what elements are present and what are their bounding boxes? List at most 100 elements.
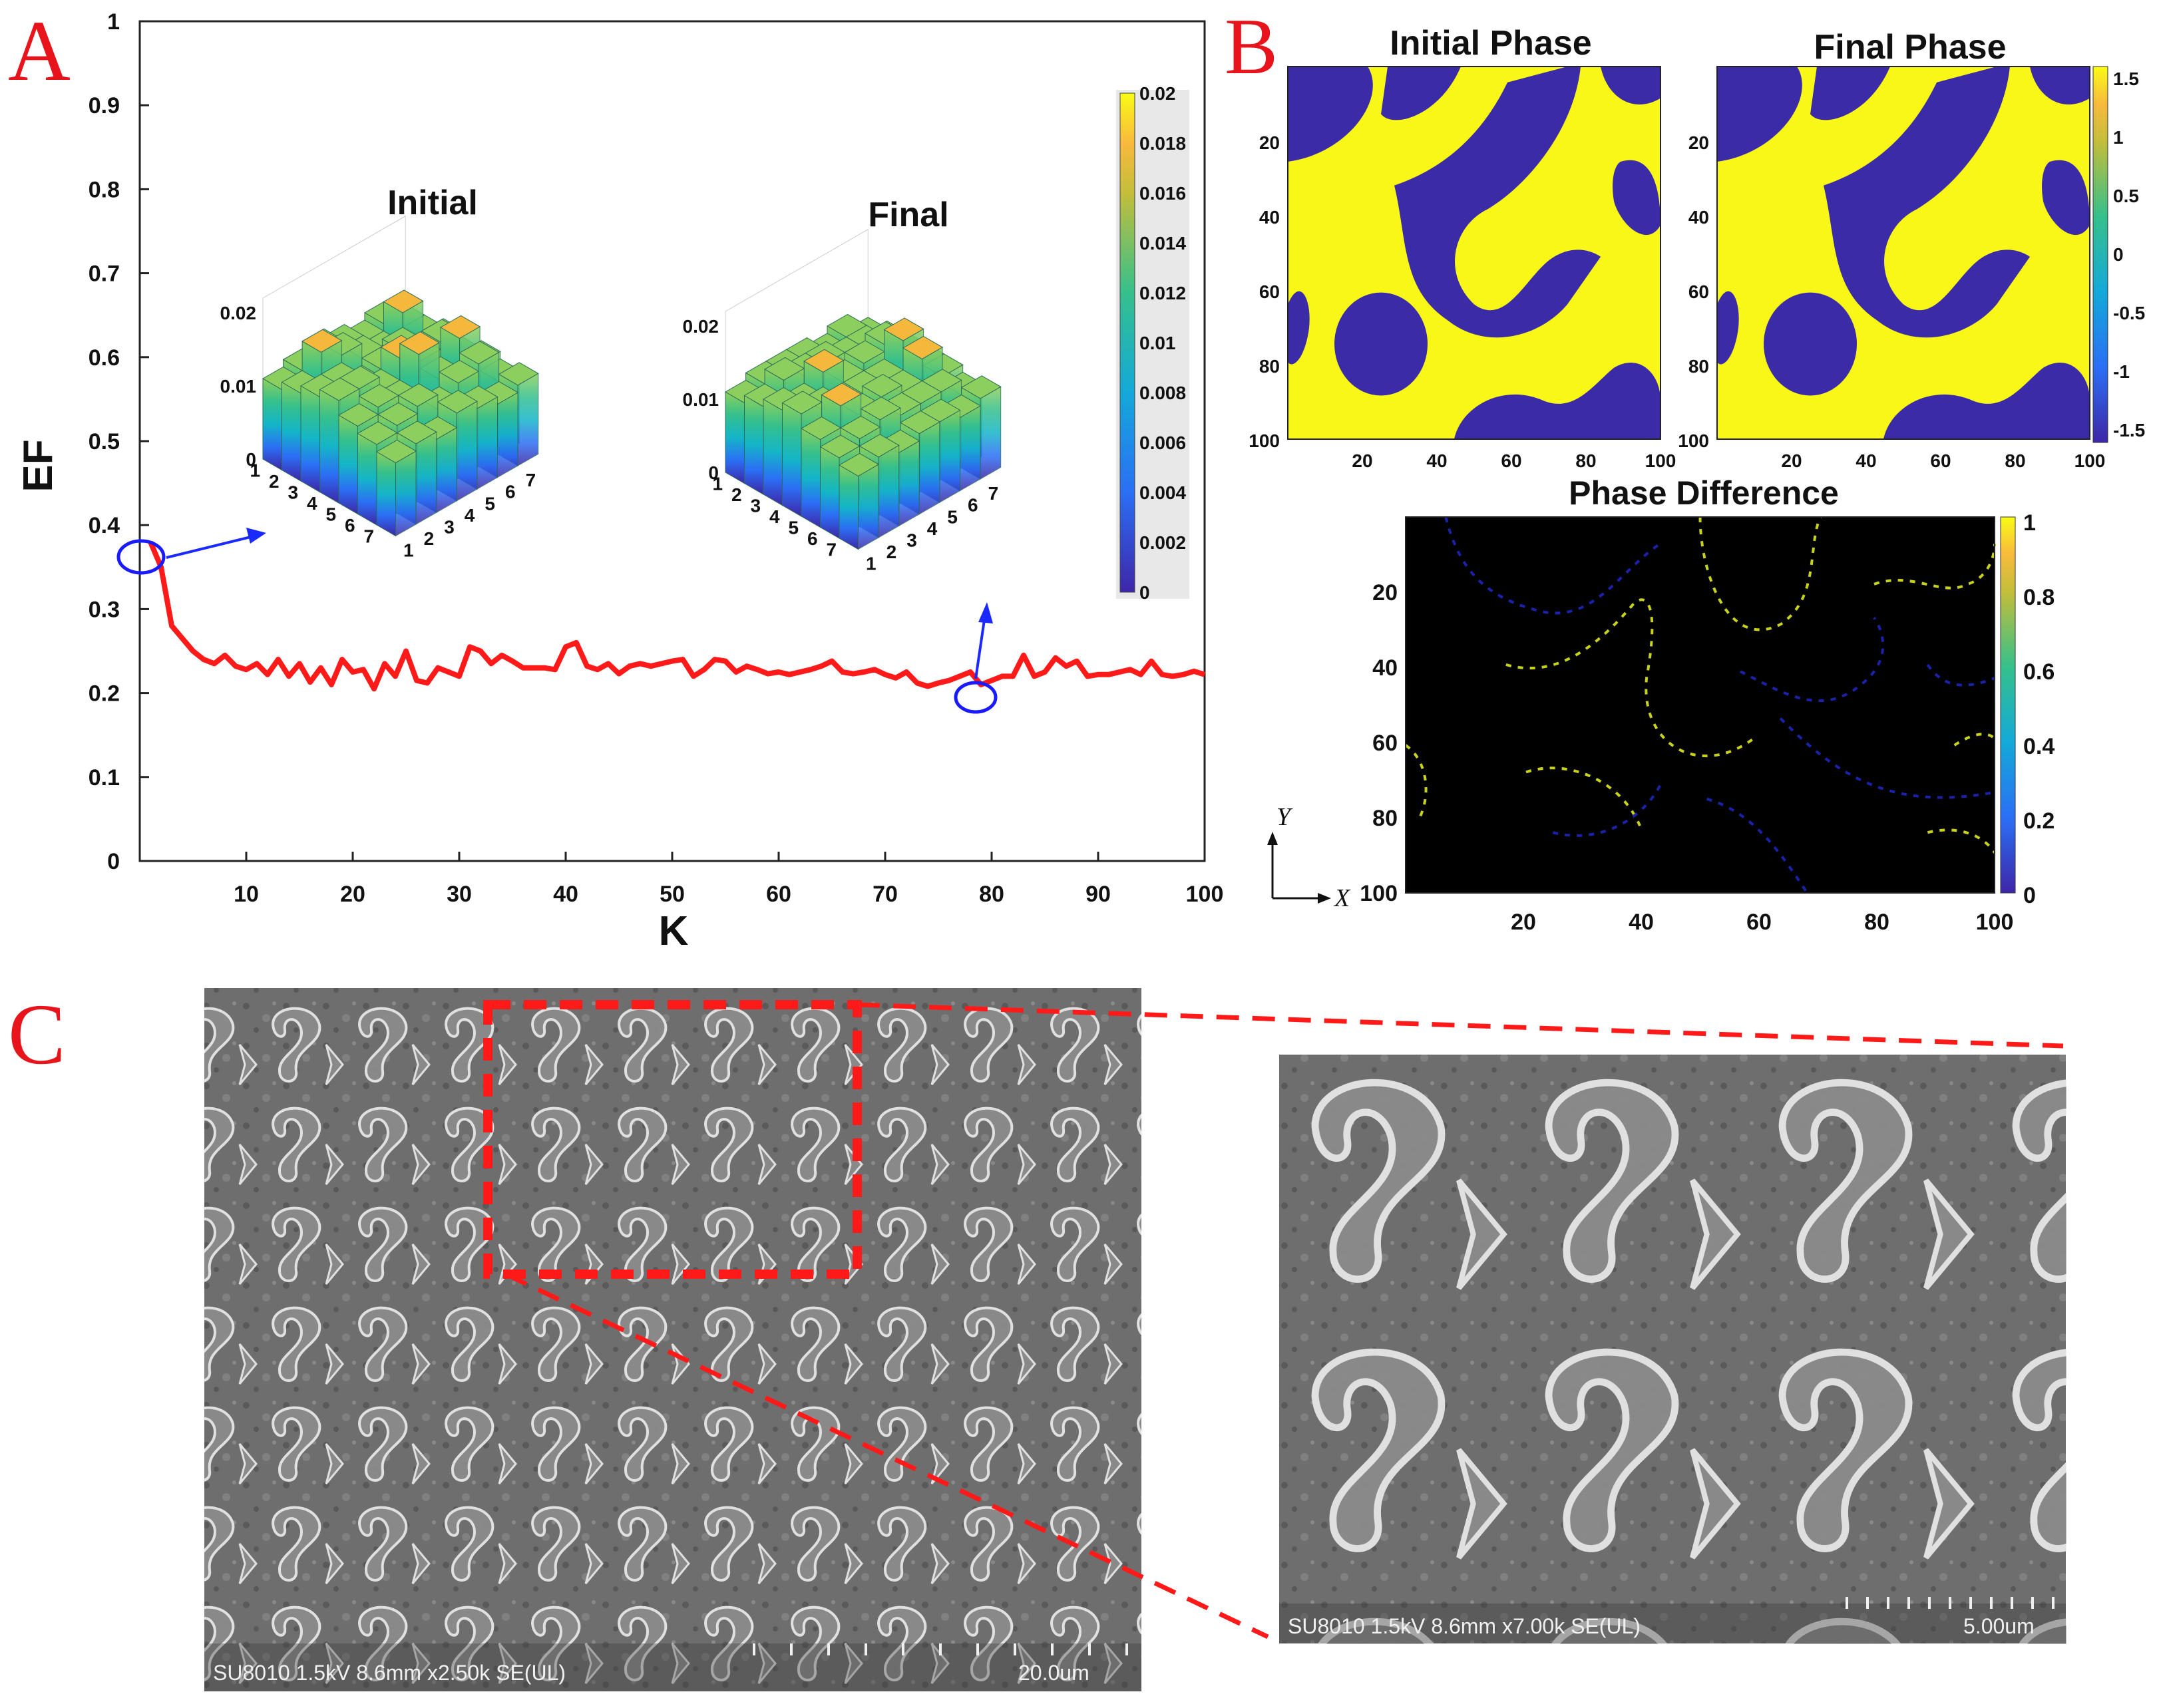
phase-frame xyxy=(1287,66,1661,440)
bar-front xyxy=(300,385,320,493)
bar-side xyxy=(858,464,879,550)
phase-region xyxy=(1764,292,1857,396)
phase-frame xyxy=(1716,66,2090,440)
z-tick-label: 0.02 xyxy=(683,316,719,337)
map-x-tick-label: 60 xyxy=(1501,450,1521,471)
phase-region xyxy=(1883,363,2090,439)
x-tick-label: 20 xyxy=(340,882,365,907)
x-tick-label: 40 xyxy=(553,882,578,907)
bar-top xyxy=(800,416,842,440)
bar-front xyxy=(282,381,301,482)
phase-region xyxy=(2042,160,2090,236)
bar-front xyxy=(839,464,859,550)
sem-image-right: SU8010 1.5kV 8.6mm x7.00k SE(UL) 5.00um xyxy=(1279,1055,2066,1644)
map-x-tick-label: 100 xyxy=(1645,450,1676,471)
difference-colorbar-ticks: 1 0.8 0.6 0.4 0.2 0 xyxy=(2023,510,2055,908)
bar xyxy=(838,452,880,550)
colorbar-a-tick: 0.018 xyxy=(1139,133,1186,154)
colorbar-a-ticks: 0.02 0.018 0.016 0.014 0.012 0.01 0.008 0.006 0.… xyxy=(1139,83,1186,603)
z-tick-label: 0.02 xyxy=(220,303,257,323)
column-tick-label: 3 xyxy=(444,517,455,538)
difference-edge xyxy=(1706,797,1809,894)
difference-edge xyxy=(1927,828,1996,854)
row-tick-label: 7 xyxy=(826,539,837,560)
phase-region xyxy=(1621,383,1661,439)
phase-region xyxy=(2050,383,2090,439)
bar-top xyxy=(821,383,862,407)
sem-left-scalebar xyxy=(753,1643,1128,1655)
phase-region xyxy=(2030,67,2090,105)
bar-top xyxy=(838,452,880,477)
bar-front xyxy=(820,446,840,539)
column-tick-label: 3 xyxy=(906,530,917,551)
final-title: Final xyxy=(868,196,948,234)
xy-axes-glyph: Y X xyxy=(1267,803,1351,912)
bar-front xyxy=(725,391,745,484)
bar-side xyxy=(517,373,539,466)
phase-colorbar-ticks: 1.5 1 0.5 0 -0.5 -1 -1.5 xyxy=(2113,69,2145,440)
row-tick-label: 7 xyxy=(363,526,374,546)
map-x-tick-label: 80 xyxy=(1575,450,1596,471)
row-tick-label: 1 xyxy=(712,473,723,494)
phase-region xyxy=(1601,67,1661,105)
row-tick-label: 5 xyxy=(788,517,799,538)
colorbar-a-tick: 0.002 xyxy=(1139,532,1186,553)
final-arrow xyxy=(974,615,986,679)
bar-side xyxy=(436,427,457,514)
map-x-tick-label: 60 xyxy=(1746,910,1772,935)
bar-top xyxy=(781,391,823,415)
bar-top xyxy=(459,341,500,365)
bar-side xyxy=(477,396,498,490)
difference-edge xyxy=(1739,617,1885,703)
bar-front xyxy=(376,451,396,537)
difference-colorbar-tick: 0 xyxy=(2023,883,2036,908)
bar-front xyxy=(782,402,802,517)
bar-top xyxy=(883,317,924,341)
row-tick-label: 4 xyxy=(769,506,780,527)
map-y-tick-label: 60 xyxy=(1372,731,1398,756)
phase-region xyxy=(1394,67,1601,338)
y-axis-letter: Y xyxy=(1276,803,1293,831)
phase-colorbar-tick: 0 xyxy=(2113,244,2124,265)
x-tick-label: 100 xyxy=(1186,882,1224,907)
map-x-tick-label: 40 xyxy=(1426,450,1447,471)
colorbar-a-tick: 0.012 xyxy=(1139,283,1186,303)
final-arrow-head xyxy=(978,602,993,623)
bar-top xyxy=(357,421,398,445)
y-tick-label: 0.5 xyxy=(89,429,120,454)
difference-colorbar-tick: 0.8 xyxy=(2023,585,2055,610)
map-x-tick-label: 20 xyxy=(1352,450,1372,471)
bar-side xyxy=(960,405,981,492)
map-x-tick-label: 40 xyxy=(1629,910,1654,935)
final-marker-circle xyxy=(954,681,998,714)
row-tick-label: 1 xyxy=(250,460,260,480)
initial-marker-circle xyxy=(116,539,166,575)
z-tick-label: 0 xyxy=(246,449,256,470)
x-tick-label: 60 xyxy=(766,882,791,907)
row-tick-label: 6 xyxy=(345,515,355,536)
initial-phase-title: Initial Phase xyxy=(1390,24,1591,63)
colorbar-a-tick: 0.008 xyxy=(1139,383,1186,403)
map-x-tick-label: 20 xyxy=(1511,910,1536,935)
phase-colorbar-tick: 0.5 xyxy=(2113,186,2139,206)
phase-region xyxy=(1454,363,1661,439)
sem-left-caption: SU8010 1.5kV 8.6mm x2.50k SE(UL) xyxy=(213,1661,566,1685)
bar-top xyxy=(383,289,424,313)
row-tick-label: 2 xyxy=(731,484,742,505)
x-tick-label: 10 xyxy=(234,882,259,907)
bar-top xyxy=(397,383,439,407)
colorbar-a-tick: 0.016 xyxy=(1139,183,1186,204)
x-axis-letter: X xyxy=(1333,884,1351,912)
phase-region xyxy=(1288,291,1310,365)
row-tick-label: 3 xyxy=(750,495,761,516)
map-y-tick-label: 60 xyxy=(1688,281,1709,302)
difference-colorbar-tick: 1 xyxy=(2023,510,2036,536)
y-tick-label: 0.1 xyxy=(89,765,120,790)
colorbar-a-tick: 0.014 xyxy=(1139,233,1186,254)
bar-top xyxy=(396,421,437,444)
zoom-guide-top xyxy=(857,1002,2064,1049)
x-tick-label: 80 xyxy=(979,882,1004,907)
map-y-tick-label: 40 xyxy=(1688,207,1709,228)
column-tick-label: 7 xyxy=(526,470,536,490)
